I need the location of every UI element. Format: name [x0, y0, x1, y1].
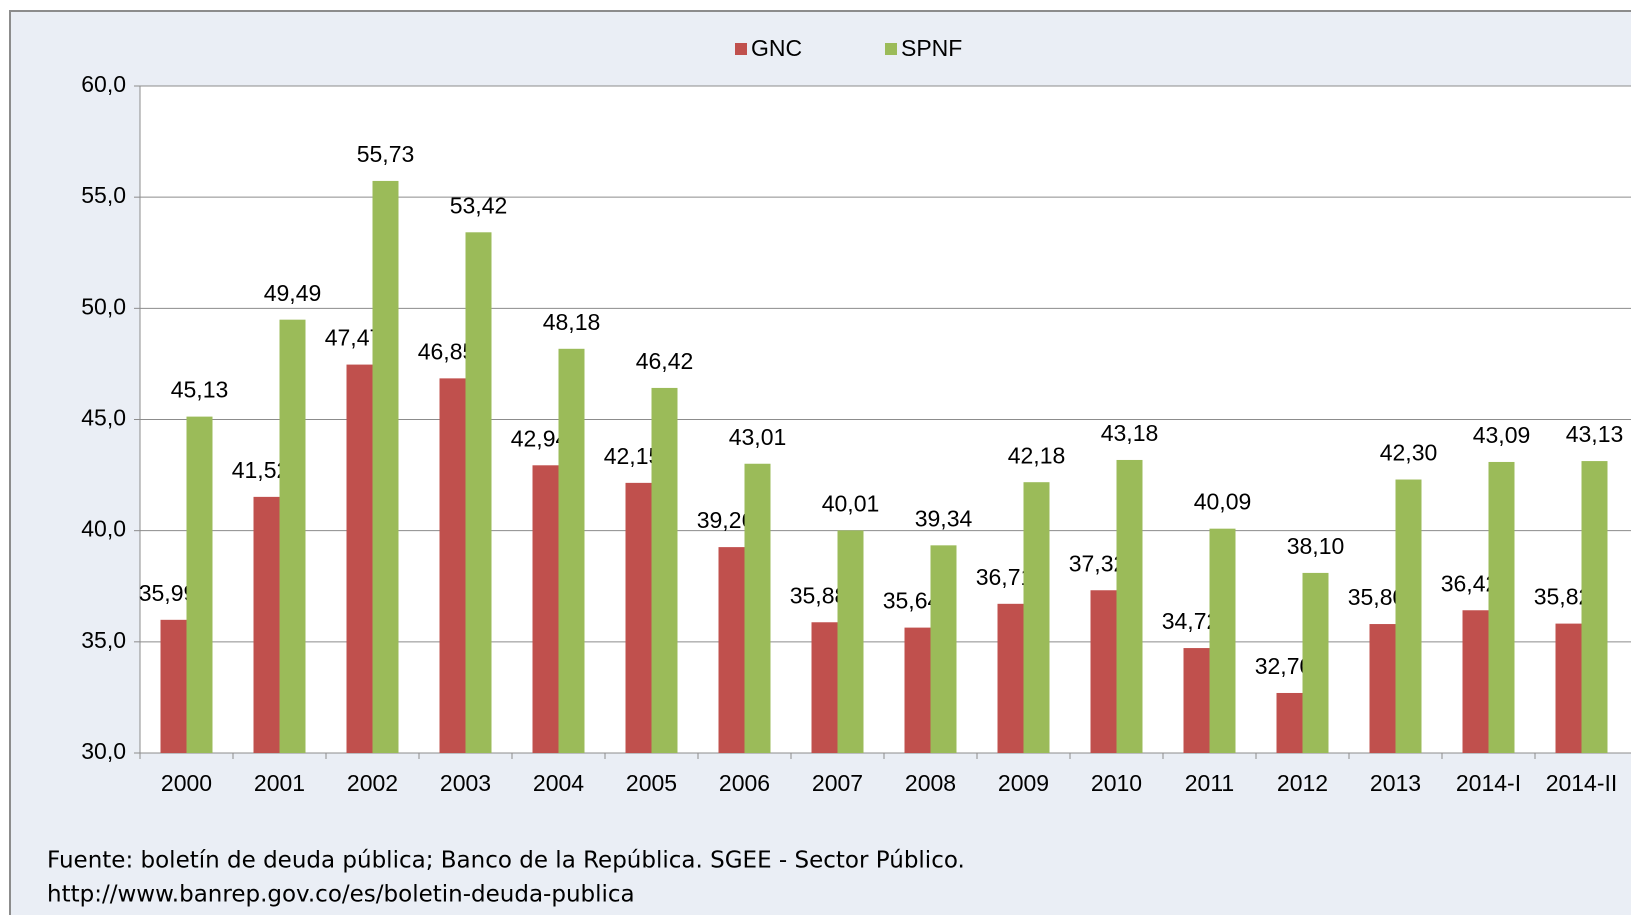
legend-label: SPNF [901, 35, 962, 61]
data-label: 43,09 [1473, 422, 1531, 448]
bar [904, 627, 931, 753]
x-tick-label: 2001 [254, 770, 305, 796]
bar [744, 463, 771, 753]
x-tick-label: 2010 [1091, 770, 1142, 796]
x-tick-label: 2003 [440, 770, 491, 796]
bar [1183, 648, 1210, 753]
data-label: 42,18 [1008, 442, 1066, 468]
data-label: 39,34 [915, 505, 973, 531]
data-label: 46,42 [636, 348, 694, 374]
bar [186, 416, 213, 753]
bar [651, 387, 678, 753]
bar [346, 364, 373, 753]
y-tick-label: 55,0 [81, 182, 126, 208]
bar [997, 603, 1024, 753]
footer-source: Fuente: boletín de deuda pública; Banco … [47, 848, 965, 874]
bar [1581, 461, 1608, 753]
bar [372, 180, 399, 753]
x-tick-label: 2008 [905, 770, 956, 796]
y-tick-label: 50,0 [81, 293, 126, 319]
bar [1116, 459, 1143, 753]
x-tick-label: 2002 [347, 770, 398, 796]
bar [160, 619, 187, 753]
x-tick-label: 2014-I [1456, 770, 1521, 796]
bar [930, 545, 957, 753]
x-tick-label: 2014-II [1546, 770, 1618, 796]
data-label: 43,13 [1566, 421, 1624, 447]
x-tick-label: 2013 [1370, 770, 1421, 796]
data-label: 49,49 [264, 280, 322, 306]
footer-url: http://www.banrep.gov.co/es/boletin-deud… [47, 882, 635, 908]
data-label: 42,30 [1380, 440, 1438, 466]
legend-label: GNC [751, 35, 802, 61]
bar [718, 547, 745, 753]
data-label: 53,42 [450, 192, 508, 218]
y-tick-label: 40,0 [81, 516, 126, 542]
bar [439, 378, 466, 753]
data-label: 48,18 [543, 309, 601, 335]
legend-swatch [735, 43, 747, 55]
bar [253, 496, 280, 753]
bar [811, 622, 838, 753]
data-label: 40,01 [822, 491, 880, 517]
bar [1276, 692, 1303, 753]
data-label: 38,10 [1287, 533, 1345, 559]
bar [1369, 624, 1396, 753]
bar [1302, 572, 1329, 753]
legend-swatch [885, 43, 897, 55]
x-tick-label: 2011 [1185, 770, 1234, 796]
bar [1395, 479, 1422, 753]
x-tick-label: 2005 [626, 770, 677, 796]
x-tick-label: 2012 [1277, 770, 1328, 796]
bar [465, 232, 492, 753]
x-tick-label: 2009 [998, 770, 1049, 796]
bar [1209, 528, 1236, 753]
y-tick-label: 60,0 [81, 71, 126, 97]
bar [532, 465, 559, 753]
y-tick-label: 30,0 [81, 738, 126, 764]
bar [1555, 623, 1582, 753]
bar [558, 348, 585, 753]
x-tick-label: 2006 [719, 770, 770, 796]
data-label: 45,13 [171, 377, 229, 403]
bar [1023, 482, 1050, 753]
bar [1462, 610, 1489, 753]
bar [1090, 590, 1117, 753]
x-tick-label: 2000 [161, 770, 212, 796]
bar [1488, 461, 1515, 753]
x-tick-label: 2004 [533, 770, 584, 796]
data-label: 43,18 [1101, 420, 1159, 446]
bar [837, 530, 864, 753]
bar [279, 319, 306, 753]
x-tick-label: 2007 [812, 770, 863, 796]
data-label: 40,09 [1194, 489, 1252, 515]
bar [625, 482, 652, 753]
y-tick-label: 45,0 [81, 405, 126, 431]
y-tick-label: 35,0 [81, 627, 126, 653]
data-label: 43,01 [729, 424, 787, 450]
data-label: 55,73 [357, 141, 415, 167]
